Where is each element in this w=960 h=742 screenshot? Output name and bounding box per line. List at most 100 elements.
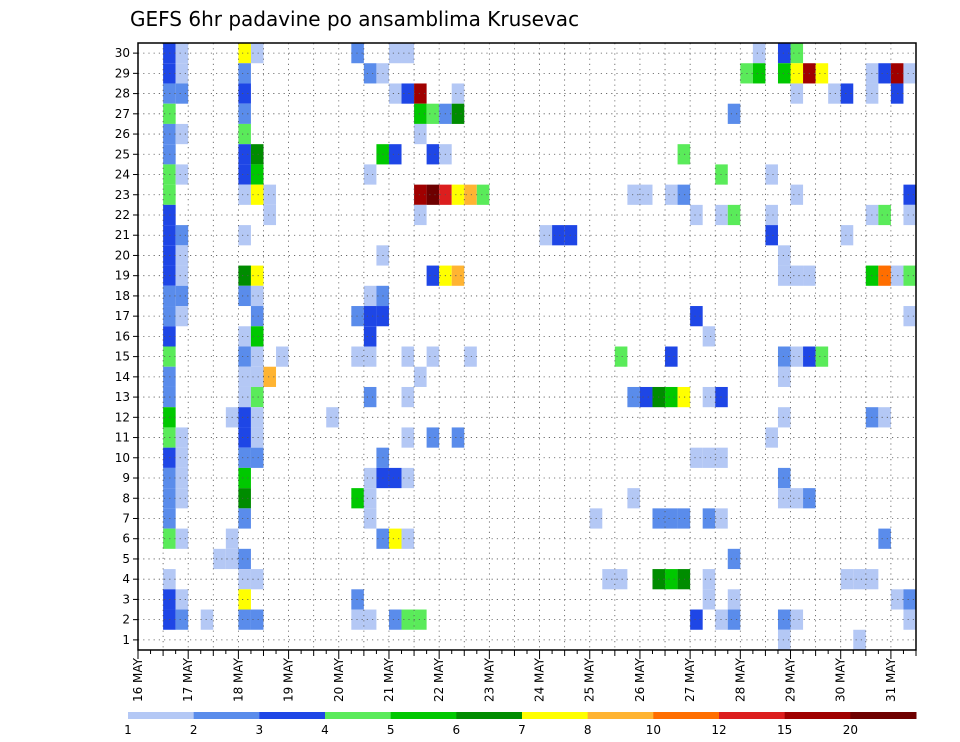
y-tick-label: 8 bbox=[122, 491, 130, 505]
heatmap-cell bbox=[238, 589, 251, 610]
x-tick-label: 18 MAY bbox=[231, 657, 245, 702]
heatmap-cell bbox=[790, 488, 804, 509]
x-tick-label: 31 MAY bbox=[884, 657, 898, 702]
heatmap-cell bbox=[840, 569, 854, 590]
heatmap-cell bbox=[777, 43, 791, 64]
heatmap-cell bbox=[363, 609, 377, 630]
colorbar-swatch bbox=[719, 712, 786, 719]
y-tick-label: 19 bbox=[115, 269, 130, 283]
heatmap-cell bbox=[639, 184, 653, 205]
x-tick-label: 24 MAY bbox=[533, 657, 547, 702]
y-tick-label: 9 bbox=[122, 471, 130, 485]
heatmap-cell bbox=[238, 488, 251, 509]
heatmap-cell bbox=[250, 285, 264, 307]
heatmap-cell bbox=[890, 265, 904, 286]
heatmap-cell bbox=[238, 225, 251, 246]
heatmap-cell bbox=[464, 184, 477, 205]
heatmap-cell bbox=[414, 609, 427, 630]
heatmap-cell bbox=[451, 265, 465, 286]
heatmap-cell bbox=[250, 609, 264, 630]
heatmap-cell bbox=[250, 184, 264, 205]
heatmap-cell bbox=[363, 326, 377, 347]
heatmap-cell bbox=[727, 548, 741, 570]
heatmap-cell bbox=[250, 427, 264, 448]
heatmap-cell bbox=[790, 609, 804, 630]
colorbar-swatch bbox=[193, 712, 260, 719]
y-tick-label: 10 bbox=[115, 451, 130, 465]
heatmap-cell bbox=[777, 488, 791, 509]
heatmap-cell bbox=[777, 609, 791, 630]
heatmap-cell bbox=[250, 43, 264, 64]
heatmap-cell bbox=[765, 427, 778, 448]
heatmap-cell bbox=[903, 589, 916, 610]
y-tick-label: 17 bbox=[115, 309, 130, 323]
heatmap-cell bbox=[426, 346, 440, 367]
heatmap-cell bbox=[363, 346, 377, 367]
heatmap-cell bbox=[276, 346, 289, 367]
colorbar-label: 7 bbox=[518, 723, 526, 737]
heatmap-cell bbox=[765, 204, 778, 226]
heatmap-cell bbox=[890, 589, 904, 610]
heatmap-cell bbox=[777, 346, 791, 367]
heatmap-cell bbox=[363, 164, 377, 185]
heatmap-cell bbox=[702, 508, 716, 529]
y-tick-label: 3 bbox=[122, 592, 130, 606]
y-tick-label: 11 bbox=[115, 431, 130, 445]
heatmap-cell bbox=[602, 569, 615, 590]
heatmap-cell bbox=[175, 164, 189, 185]
heatmap-cell bbox=[175, 225, 189, 246]
heatmap-cell bbox=[263, 366, 277, 387]
heatmap-cell bbox=[238, 265, 251, 286]
colorbar-swatch bbox=[784, 712, 851, 719]
y-tick-label: 5 bbox=[122, 552, 130, 566]
heatmap-cell bbox=[426, 265, 440, 286]
heatmap-cell bbox=[903, 63, 916, 84]
heatmap-cell bbox=[476, 184, 490, 205]
heatmap-cell bbox=[175, 609, 189, 630]
heatmap-cell bbox=[790, 346, 804, 367]
heatmap-cell bbox=[727, 609, 741, 630]
heatmap-cell bbox=[840, 225, 854, 246]
x-tick-label: 28 MAY bbox=[733, 657, 747, 702]
heatmap-cell bbox=[238, 83, 251, 104]
heatmap-cell bbox=[388, 609, 402, 630]
heatmap-cell bbox=[250, 407, 264, 428]
heatmap-cell bbox=[238, 285, 251, 307]
heatmap-cell bbox=[250, 386, 264, 408]
heatmap-cell bbox=[388, 144, 402, 165]
heatmap-cell bbox=[639, 386, 653, 408]
heatmap-cell bbox=[401, 427, 415, 448]
heatmap-cell bbox=[238, 184, 251, 205]
y-tick-label: 22 bbox=[115, 208, 130, 222]
heatmap-cell bbox=[414, 204, 427, 226]
heatmap-cell bbox=[175, 63, 189, 84]
x-axis: 16 MAY 17 MAY 18 MAY 19 MAY 20 MAY 21 MAY 22 M… bbox=[131, 650, 917, 702]
heatmap-cell bbox=[426, 144, 440, 165]
x-tick-label: 25 MAY bbox=[583, 657, 597, 702]
heatmap-cell bbox=[263, 184, 277, 205]
heatmap-cell bbox=[815, 346, 829, 367]
heatmap-cell bbox=[175, 43, 189, 64]
heatmap-cell bbox=[790, 184, 804, 205]
heatmap-cell bbox=[878, 265, 891, 286]
heatmap-cell bbox=[200, 609, 214, 630]
heatmap-cell bbox=[426, 103, 440, 124]
heatmap-cell bbox=[363, 306, 377, 327]
colorbar-swatch bbox=[456, 712, 523, 719]
heatmap-cell bbox=[702, 326, 716, 347]
heatmap-cell bbox=[363, 386, 377, 408]
colorbar-label: 10 bbox=[646, 723, 661, 737]
heatmap-cell bbox=[903, 609, 916, 630]
heatmap-cell bbox=[853, 569, 866, 590]
colorbar-swatch bbox=[128, 712, 195, 719]
heatmap-cell bbox=[878, 63, 891, 84]
x-tick-label: 21 MAY bbox=[382, 657, 396, 702]
colorbar-swatch bbox=[325, 712, 392, 719]
heatmap-cell bbox=[175, 589, 189, 610]
heatmap-cell bbox=[790, 63, 804, 84]
heatmap-cell bbox=[238, 144, 251, 165]
y-tick-label: 6 bbox=[122, 532, 130, 546]
heatmap-cell bbox=[878, 204, 891, 226]
y-tick-label: 18 bbox=[115, 289, 130, 303]
colorbar-label: 2 bbox=[190, 723, 198, 737]
